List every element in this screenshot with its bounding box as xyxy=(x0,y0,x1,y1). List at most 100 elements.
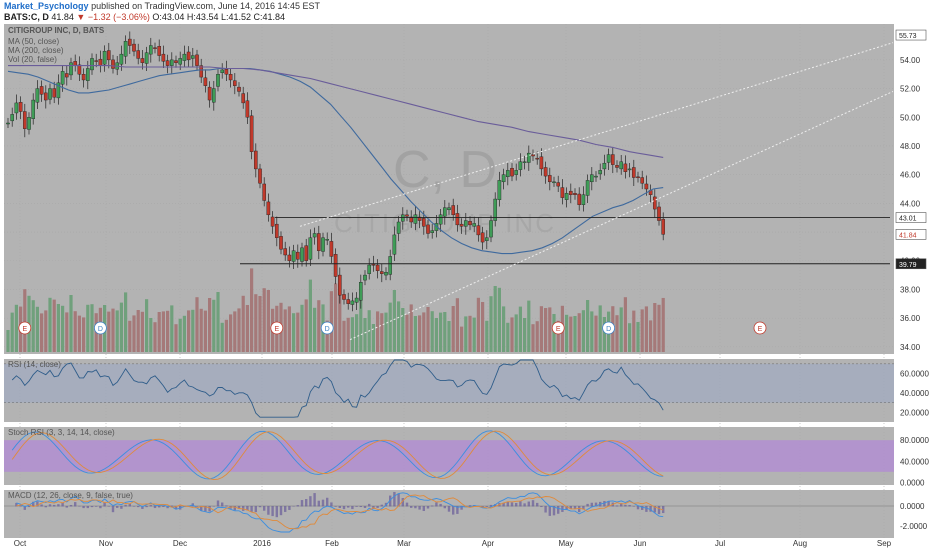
volume-bar xyxy=(548,307,552,352)
author-link[interactable]: Market_Psychology xyxy=(4,1,89,11)
macd-histogram-bar xyxy=(582,506,585,510)
candle-body xyxy=(464,220,468,227)
volume-bar xyxy=(111,308,115,352)
candle-body xyxy=(459,223,464,227)
macd-histogram-bar xyxy=(19,505,22,507)
macd-histogram-bar xyxy=(645,506,648,512)
macd-histogram-bar xyxy=(389,495,392,507)
x-tick-label: 2016 xyxy=(253,539,271,548)
volume-bar xyxy=(527,300,531,352)
event-marker xyxy=(602,321,615,335)
candle-body xyxy=(228,74,233,81)
volume-bar xyxy=(52,299,56,352)
channel-upper-line xyxy=(299,42,894,227)
volume-bar xyxy=(443,312,447,352)
chart-title: CITIGROUP INC, D, BATS xyxy=(8,26,105,35)
macd-histogram-bar xyxy=(565,506,568,510)
candle-body xyxy=(52,88,56,98)
volume-bar xyxy=(56,304,60,352)
candle-body xyxy=(590,174,594,183)
macd-histogram-bar xyxy=(111,506,115,513)
candle-body xyxy=(148,45,153,55)
macd-histogram-bar xyxy=(359,506,362,508)
stoch-band xyxy=(4,440,894,472)
volume-bar xyxy=(338,282,342,352)
volume-bar xyxy=(166,310,170,352)
macd-histogram-bar xyxy=(540,506,543,508)
volume-bar xyxy=(191,309,195,352)
volume-bar xyxy=(115,310,119,352)
volume-bar xyxy=(493,286,497,352)
down-arrow-icon: ▼ xyxy=(76,12,86,22)
macd-histogram-bar xyxy=(401,498,404,507)
volume-bar xyxy=(376,311,380,352)
candle-body xyxy=(556,182,560,187)
macd-histogram-bar xyxy=(124,504,127,507)
macd-histogram-bar xyxy=(170,505,173,507)
volume-bar xyxy=(40,313,44,352)
macd-histogram-bar xyxy=(468,505,472,507)
candle-body xyxy=(480,232,485,243)
volume-bar xyxy=(371,324,375,352)
volume-bar xyxy=(649,320,653,352)
event-marker xyxy=(753,321,767,335)
macd-histogram-bar xyxy=(439,503,442,507)
volume-bar xyxy=(485,320,489,352)
macd-histogram-bar xyxy=(662,506,665,514)
macd-histogram-bar xyxy=(141,506,144,509)
macd-histogram-bar xyxy=(653,506,656,513)
channel-lower-line xyxy=(349,90,894,341)
macd-histogram-bar xyxy=(347,506,350,508)
candle-body xyxy=(527,152,531,163)
volume-bar xyxy=(149,318,153,352)
rsi-tick-label: 60.0000 xyxy=(900,370,929,379)
volume-bar xyxy=(359,289,363,352)
volume-bar xyxy=(212,299,216,352)
macd-histogram-bar xyxy=(422,506,425,511)
candle-body xyxy=(60,71,65,85)
candle-body xyxy=(304,245,309,261)
macd-legend: MACD (12, 26, close, 9, false, true) xyxy=(8,491,133,500)
volume-bar xyxy=(464,316,468,352)
stoch-k-line xyxy=(11,430,664,480)
volume-bar xyxy=(132,315,136,352)
volume-bar xyxy=(577,313,581,352)
candle-body xyxy=(338,274,342,296)
volume-bar xyxy=(392,290,396,352)
volume-bar xyxy=(384,312,388,352)
macd-histogram-bar xyxy=(132,506,136,507)
candle-body xyxy=(611,154,615,165)
event-marker xyxy=(94,321,107,335)
volume-bar xyxy=(6,330,10,352)
candle-body xyxy=(472,223,477,227)
candle-body xyxy=(258,168,262,184)
macd-histogram-bar xyxy=(636,506,640,510)
candle-body xyxy=(342,294,346,300)
macd-histogram-bar xyxy=(657,506,661,515)
candle-body xyxy=(367,264,372,274)
macd-histogram-bar xyxy=(338,506,341,508)
volume-bar xyxy=(481,302,485,352)
macd-histogram-bar xyxy=(296,505,299,507)
volume-bar xyxy=(388,302,392,352)
candle-body xyxy=(577,193,581,205)
macd-histogram-bar xyxy=(137,506,140,508)
macd-histogram-bar xyxy=(40,504,43,507)
candle-body xyxy=(270,216,275,227)
candle-body xyxy=(140,58,145,63)
candle-body xyxy=(346,299,351,304)
macd-histogram-bar xyxy=(15,502,18,507)
candle-body xyxy=(106,50,111,61)
candle-body xyxy=(518,161,523,170)
macd-histogram-bar xyxy=(74,502,77,507)
volume-bar xyxy=(590,311,594,352)
macd-histogram-bar xyxy=(590,502,593,507)
volume-bar xyxy=(119,302,123,352)
y-tick-label: 36.00 xyxy=(900,314,921,323)
volume-bar xyxy=(216,292,220,352)
volume-bar xyxy=(460,326,464,352)
macd-histogram-bar xyxy=(128,503,131,507)
volume-bar xyxy=(199,308,203,352)
